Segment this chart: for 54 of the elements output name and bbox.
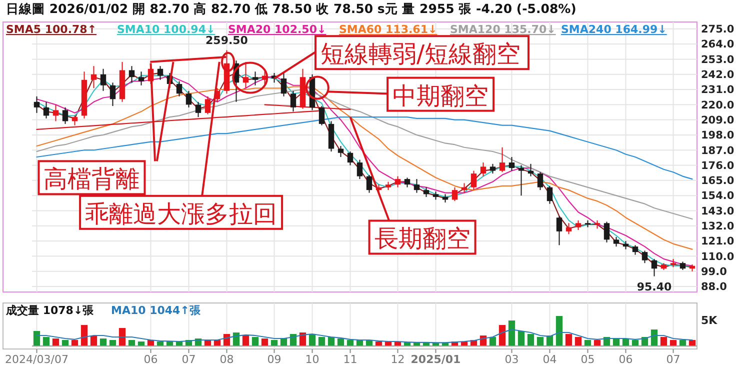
text: SMA10 100.94↓ [117, 23, 216, 36]
y-tick-label: 275.0 [701, 24, 734, 36]
text: SMA120 135.70↓ [450, 23, 556, 36]
annotation: 高檔背離 [44, 165, 140, 194]
x-tick-label: 06 [618, 353, 633, 366]
y-tick-label: 110.0 [701, 250, 734, 263]
annotation: 乖離過大漲多拉回 [85, 200, 278, 228]
x-tick-label: 03 [504, 353, 519, 366]
y-tick-label: 220.0 [701, 99, 734, 112]
x-tick-label: 09 [267, 353, 282, 366]
text: SMA60 113.61↓ [339, 23, 438, 36]
annotation: 長期翻空 [374, 224, 470, 253]
text: 5K [701, 314, 718, 327]
y-tick-label: 88.0 [701, 281, 727, 294]
x-tick-label: 08 [220, 353, 234, 366]
text: SMA240 164.99↓ [561, 23, 667, 36]
text: SMA20 102.50↓ [228, 23, 326, 36]
series-label: 成交量 1078↓張 [5, 304, 95, 317]
annotation: 短線轉弱/短線翻空 [320, 40, 521, 68]
x-tick-label: 11 [343, 353, 358, 366]
y-tick-label: 209.0 [701, 114, 734, 126]
annotation: 95.40 [636, 280, 672, 294]
x-tick-label: 05 [580, 353, 595, 366]
y-tick-label: 99.0 [701, 266, 727, 278]
x-tick-label: 12 [390, 353, 405, 366]
y-tick-label: 198.0 [701, 130, 734, 142]
text: SMA5 100.78↑ [6, 23, 97, 36]
x-tick-label: 06 [144, 353, 158, 366]
x-tick-label: 07 [666, 353, 680, 366]
x-tick-label: 2024/03/07 [5, 353, 68, 366]
x-tick-label: 10 [305, 353, 320, 366]
y-tick-label: 143.0 [701, 205, 734, 218]
y-tick-label: 187.0 [701, 144, 734, 157]
callout-box: 短線轉弱/短線翻空 [314, 35, 530, 70]
x-tick-label: 04 [542, 353, 557, 366]
y-tick-label: 264.0 [701, 38, 734, 51]
callout-box: 長期翻空 [368, 220, 476, 255]
chart-title: 日線圖 2026/01/02 開 82.70 高 82.70 低 78.50 收 78.50 s元 量 2955 張 -4.20 (-5.08%) [6, 1, 576, 16]
annotation: 259.50 [206, 34, 248, 48]
y-tick-label: 165.0 [701, 175, 734, 188]
series-label: MA10 1044↑張 [111, 304, 202, 317]
y-tick-label: 154.0 [701, 190, 734, 202]
y-tick-label: 132.0 [701, 220, 734, 233]
y-tick-label: 121.0 [701, 236, 734, 248]
y-tick-label: 242.0 [701, 69, 734, 82]
x-tick-label: 2025/01 [410, 353, 461, 366]
y-tick-label: 176.0 [701, 160, 734, 172]
x-tick-label: 07 [182, 353, 196, 366]
y-tick-label: 231.0 [701, 84, 734, 96]
y-tick-label: 253.0 [701, 54, 734, 66]
annotation: 中期翻空 [392, 82, 489, 110]
callout-box: 中期翻空 [386, 76, 495, 112]
callout-box: 高檔背離 [38, 160, 146, 196]
callout-box: 乖離過大漲多拉回 [79, 194, 284, 230]
